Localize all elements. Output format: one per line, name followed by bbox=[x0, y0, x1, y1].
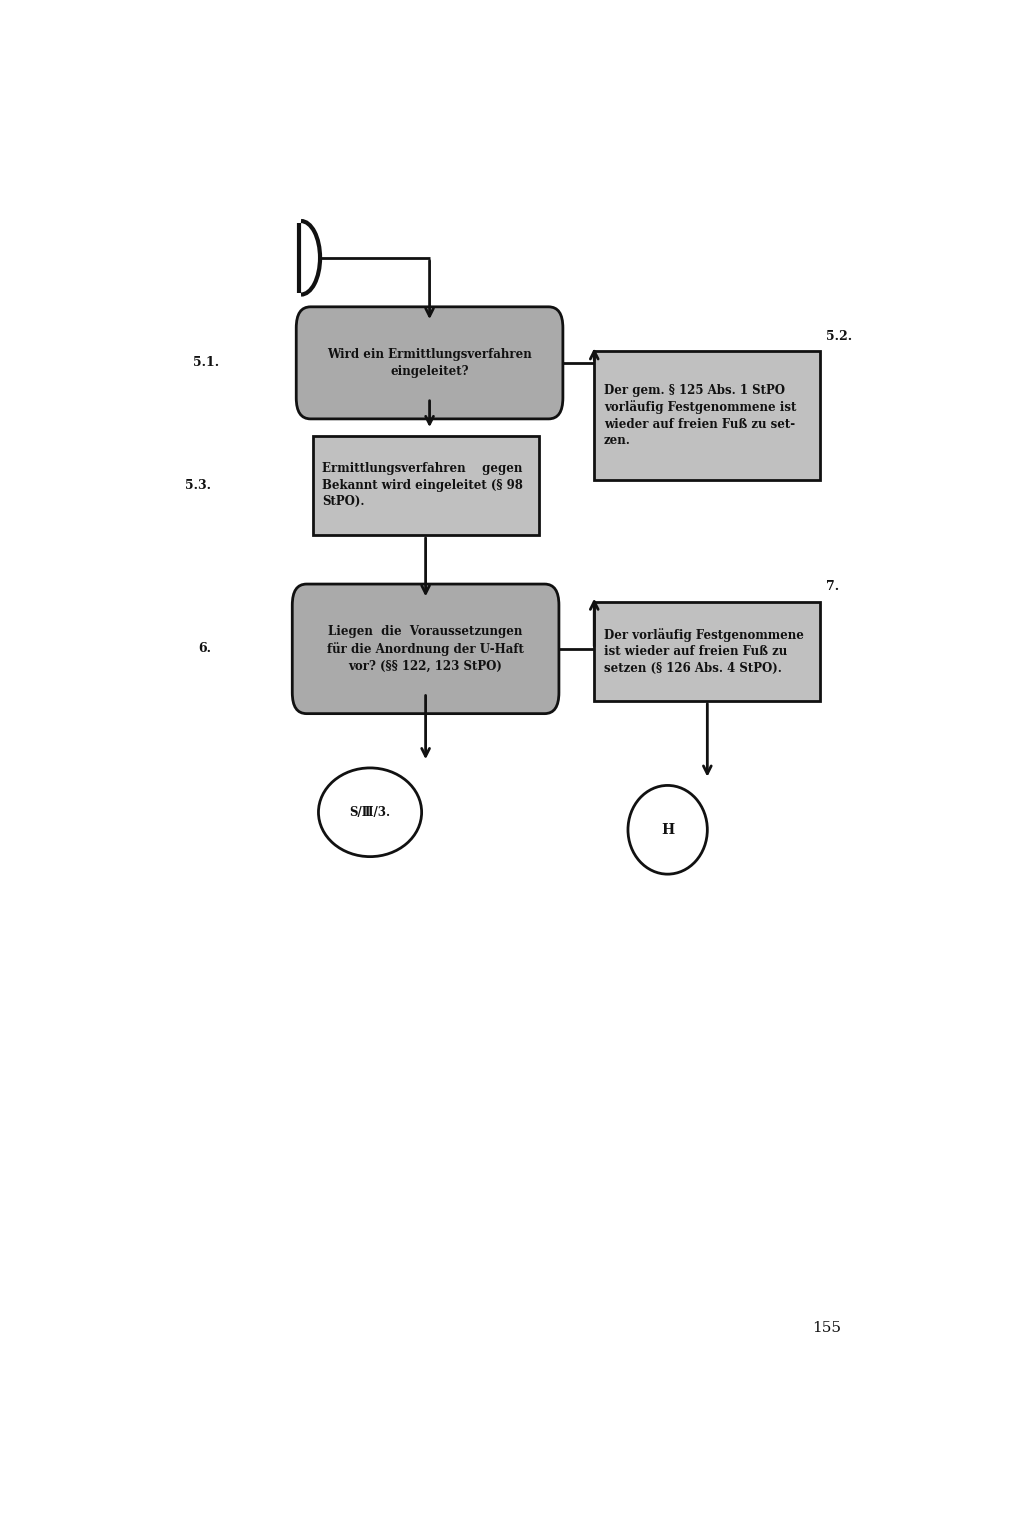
Ellipse shape bbox=[628, 785, 708, 875]
Bar bbox=[594, 602, 820, 700]
Text: 5.1.: 5.1. bbox=[194, 356, 219, 370]
Text: Ermittlungsverfahren    gegen
Bekannt wird eingeleitet (§ 98
StPO).: Ermittlungsverfahren gegen Bekannt wird … bbox=[322, 462, 523, 508]
Text: 155: 155 bbox=[812, 1322, 841, 1336]
Text: S/Ⅲ/3.: S/Ⅲ/3. bbox=[349, 807, 390, 819]
Text: 7.: 7. bbox=[826, 581, 840, 593]
FancyBboxPatch shape bbox=[292, 584, 559, 714]
FancyBboxPatch shape bbox=[296, 306, 563, 418]
Text: 6.: 6. bbox=[199, 643, 211, 655]
Bar bbox=[312, 435, 539, 535]
Text: Der gem. § 125 Abs. 1 StPO
vorläufig Festgenommene ist
wieder auf freien Fuß zu : Der gem. § 125 Abs. 1 StPO vorläufig Fes… bbox=[604, 384, 796, 447]
Text: H: H bbox=[662, 823, 674, 837]
Text: Der vorläufig Festgenommene
ist wieder auf freien Fuß zu
setzen (§ 126 Abs. 4 St: Der vorläufig Festgenommene ist wieder a… bbox=[604, 628, 804, 675]
Bar bbox=[594, 352, 820, 479]
Text: 5.2.: 5.2. bbox=[826, 329, 853, 343]
Ellipse shape bbox=[318, 769, 422, 857]
Text: Wird ein Ermittlungsverfahren
eingeleitet?: Wird ein Ermittlungsverfahren eingeleite… bbox=[328, 349, 531, 377]
Text: 5.3.: 5.3. bbox=[185, 479, 211, 491]
Text: Liegen  die  Voraussetzungen
für die Anordnung der U-Haft
vor? (§§ 122, 123 StPO: Liegen die Voraussetzungen für die Anord… bbox=[327, 625, 524, 673]
